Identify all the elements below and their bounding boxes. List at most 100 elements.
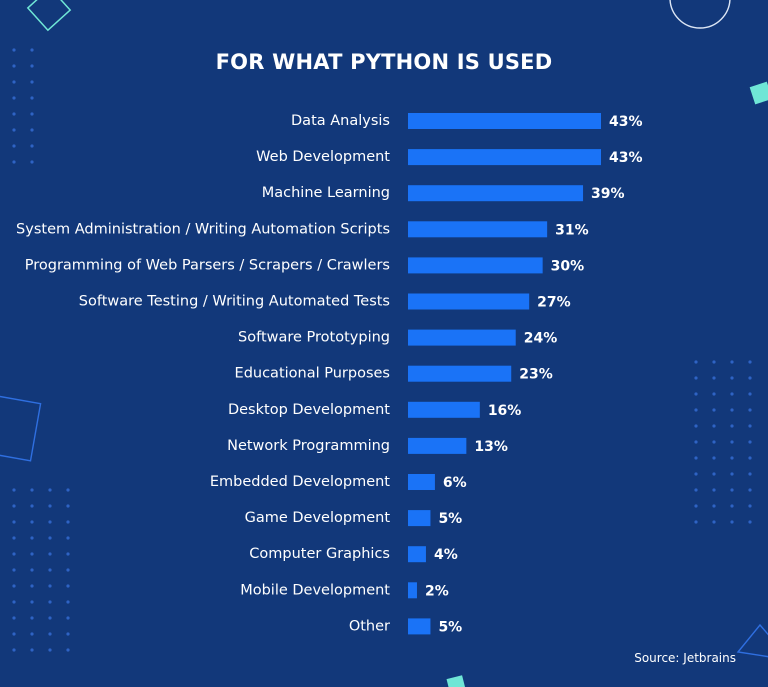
source-note: Source: Jetbrains [634,651,736,665]
decor-dot [712,456,716,460]
value-label: 30% [551,258,585,274]
decor-dot [30,632,34,636]
decor-dot [30,488,34,492]
decor-dot [66,488,70,492]
decor-dot [66,520,70,524]
bar [408,329,516,346]
decor-dot [66,632,70,636]
category-label: Data Analysis [291,113,390,129]
decor-dot [48,616,52,620]
decor-dot [694,456,698,460]
bar [408,437,467,454]
decor-dot [30,600,34,604]
bar [408,221,548,238]
decor-dot [730,520,734,524]
dot-grid-bottom-left [12,488,70,652]
decor-dot [12,616,16,620]
bar [408,257,543,274]
decor-dot [12,488,16,492]
decor-dot [30,80,34,84]
decor-dot [48,648,52,652]
category-label: Mobile Development [240,582,390,598]
category-label: Educational Purposes [235,366,390,382]
bar [408,401,480,418]
decor-dot [730,408,734,412]
decor-dot [12,160,16,164]
decor-dot [12,128,16,132]
decor-dot [12,96,16,100]
decor-dot [712,360,716,364]
category-label: Network Programming [227,438,390,454]
decor-dot [730,440,734,444]
decor-dot [30,552,34,556]
decor-dot [12,144,16,148]
decor-dot [748,456,752,460]
decor-dot [48,536,52,540]
decor-dot [712,392,716,396]
decor-dot [48,600,52,604]
value-label: 13% [474,439,508,455]
decor-dot [12,112,16,116]
dot-grid-right [694,360,752,524]
decor-dot [748,360,752,364]
decor-dot [30,144,34,148]
value-label: 31% [555,222,589,238]
decor-dot [12,48,16,52]
decor-dot [748,472,752,476]
value-label: 5% [438,511,462,527]
decor-dot [730,472,734,476]
decor-dot [694,488,698,492]
decor-dot [30,568,34,572]
decor-dot [30,584,34,588]
category-label: Software Prototyping [238,330,390,346]
category-label: Other [349,618,390,634]
category-label: Programming of Web Parsers / Scrapers / … [25,257,390,273]
decor-dot [12,80,16,84]
decor-dot [12,584,16,588]
dot-grid-top-left [12,48,34,164]
decor-dot [66,568,70,572]
decor-dot [48,632,52,636]
decor-dot [748,392,752,396]
value-label: 2% [425,583,449,599]
decor-dot [30,648,34,652]
decor-dot [694,440,698,444]
decor-dot [748,440,752,444]
outline-circle-shape [669,0,731,29]
outline-square-shape [0,392,42,462]
decor-dot [66,504,70,508]
decor-dot [694,424,698,428]
decor-dot [12,520,16,524]
decor-dot [48,568,52,572]
bar [408,474,435,490]
value-label: 43% [609,114,643,130]
category-label: System Administration / Writing Automati… [16,221,390,237]
decor-dot [30,504,34,508]
decor-dot [730,376,734,380]
bar [408,185,584,202]
bar [408,113,601,129]
decor-dot [12,504,16,508]
decor-dot [712,408,716,412]
decor-dot [694,376,698,380]
decor-dot [730,360,734,364]
decor-dot [694,408,698,412]
decor-dot [66,648,70,652]
decor-dot [66,536,70,540]
decor-dot [48,584,52,588]
decor-dot [730,456,734,460]
decor-dot [48,520,52,524]
decor-dot [712,504,716,508]
category-label: Web Development [256,149,390,165]
decor-dot [748,520,752,524]
category-label: Desktop Development [228,402,390,418]
value-label: 27% [537,295,571,311]
decor-dot [48,504,52,508]
decor-dot [66,584,70,588]
decor-dot [12,568,16,572]
decor-dot [30,48,34,52]
decor-dot [748,376,752,380]
decor-dot [694,504,698,508]
value-label: 16% [488,403,522,419]
